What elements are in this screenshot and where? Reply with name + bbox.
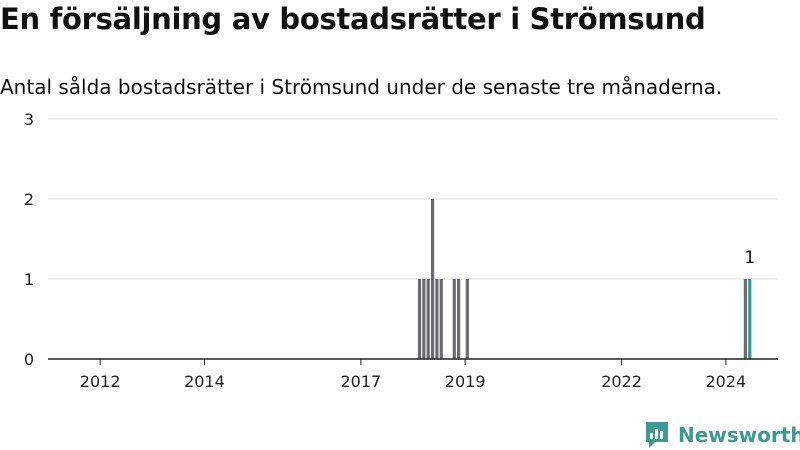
bar: [465, 279, 469, 359]
y-tick-label: 3: [24, 110, 34, 129]
bar-chart: 0 1 2 3 2012 2014 2017 2019 2022 2024 1: [24, 110, 778, 391]
chart-title: En försäljning av bostadsrätter i Ströms…: [0, 2, 706, 36]
bar: [417, 279, 422, 359]
x-axis-ticks: 2012 2014 2017 2019 2022 2024: [80, 359, 746, 391]
bar-series: [417, 199, 752, 359]
x-tick-label: 2024: [705, 372, 746, 391]
x-tick-label: 2014: [184, 372, 225, 391]
brand-name: Newsworthy: [678, 423, 800, 447]
bar: [452, 279, 456, 359]
data-labels: 1: [744, 248, 755, 268]
chart-subtitle: Antal sålda bostadsrätter i Strömsund un…: [0, 75, 723, 99]
x-tick-label: 2022: [601, 372, 642, 391]
y-axis-tick-labels: 0 1 2 3: [24, 110, 34, 369]
bar: [422, 279, 426, 359]
newsworthy-brand: Newsworthy: [644, 420, 800, 450]
bar: [435, 279, 439, 359]
gridlines: [48, 118, 778, 280]
x-tick-label: 2017: [340, 372, 381, 391]
newsworthy-logo-icon: [646, 422, 668, 448]
x-tick-label: 2019: [445, 372, 486, 391]
bar: [743, 279, 748, 359]
y-tick-label: 1: [24, 270, 34, 289]
bar: [426, 279, 430, 359]
data-label: 1: [744, 248, 755, 268]
bar-highlighted: [748, 279, 752, 359]
bar: [457, 279, 461, 359]
y-tick-label: 2: [24, 190, 34, 209]
bar: [439, 279, 443, 359]
x-tick-label: 2012: [80, 372, 121, 391]
bar: [430, 199, 435, 359]
y-tick-label: 0: [24, 350, 34, 369]
